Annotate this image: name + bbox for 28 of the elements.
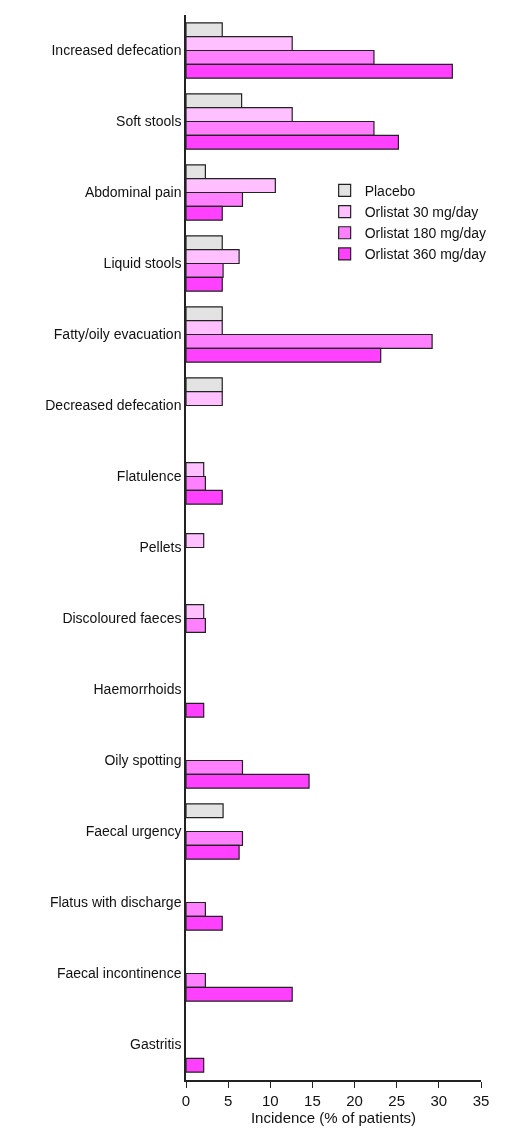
y-tick-label: Increased defecation [51,42,182,59]
x-tick-label: 30 [430,1091,448,1109]
x-tick-label: 35 [472,1091,490,1109]
y-tick-label: Fatty/oily evacuation [53,326,182,343]
y-tick-label: Decreased defecation [45,397,182,414]
x-tick-label: 0 [181,1091,191,1109]
legend-label: Orlistat 30 mg/day [364,204,479,221]
y-tick-label: Discoloured faeces [62,610,182,627]
x-tick-label: 5 [223,1091,233,1109]
legend-label: Placebo [364,182,416,199]
x-tick-label: 25 [388,1091,406,1109]
y-tick-label: Flatus with discharge [49,894,182,911]
y-tick-label: Faecal urgency [85,823,182,840]
legend-label: Orlistat 360 mg/day [364,246,487,263]
y-tick-label: Flatulence [116,468,182,485]
legend-label: Orlistat 180 mg/day [364,225,487,242]
y-tick-label: Haemorrhoids [93,681,182,698]
x-axis-title: Incidence (% of patients) [250,1108,417,1126]
y-tick-label: Gastritis [130,1036,182,1053]
y-tick-label: Oily spotting [104,752,182,769]
x-tick-label: 10 [261,1091,279,1109]
y-tick-label: Abdominal pain [84,184,182,201]
y-tick-label: Liquid stools [103,255,182,272]
y-tick-label: Faecal incontinence [56,965,182,982]
y-tick-label: Pellets [139,539,182,556]
y-tick-label: Soft stools [116,113,182,130]
x-tick-label: 15 [304,1091,321,1109]
x-tick-label: 20 [346,1091,363,1109]
